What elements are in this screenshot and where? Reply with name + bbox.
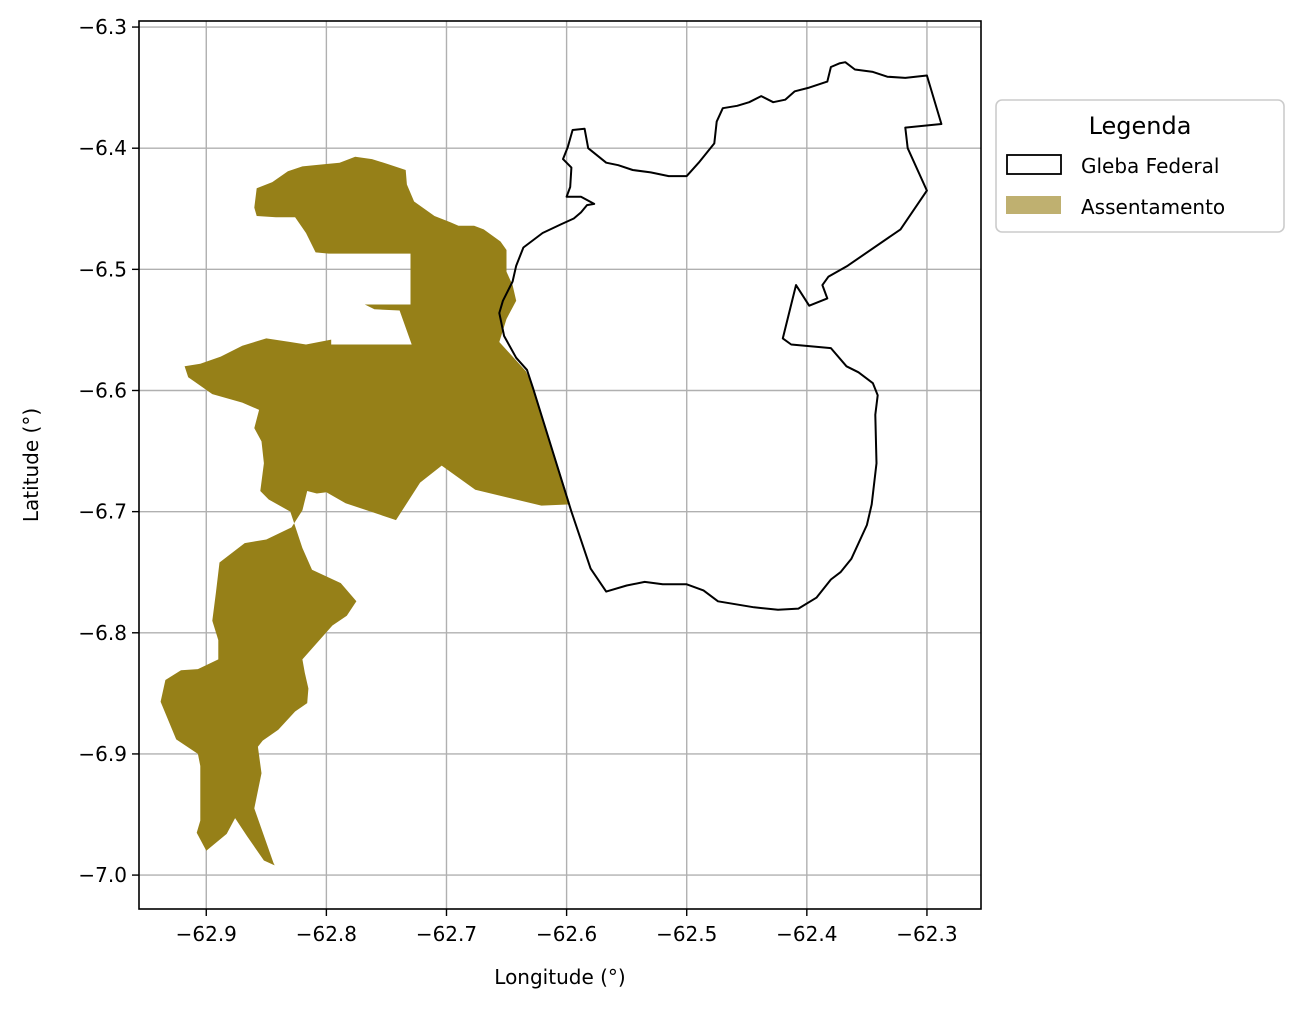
y-tick-label: −6.5 xyxy=(78,257,127,281)
plot-frame xyxy=(138,20,982,910)
x-tick-label: −62.7 xyxy=(416,922,477,946)
legend-swatch-assentamento xyxy=(1006,196,1061,214)
gleba-federal-polygon xyxy=(498,61,943,611)
legend: Legenda Gleba Federal Assentamento xyxy=(995,99,1285,233)
y-tick-label: −6.3 xyxy=(78,15,127,39)
x-tick-label: −62.3 xyxy=(896,922,957,946)
y-tick-label: −6.8 xyxy=(78,621,127,645)
y-tick-label: −6.4 xyxy=(78,136,127,160)
y-tick-label: −6.9 xyxy=(78,742,127,766)
map-layers xyxy=(160,61,943,866)
y-tick-label: −7.0 xyxy=(78,863,127,887)
x-tick-label: −62.4 xyxy=(776,922,837,946)
legend-label-assentamento: Assentamento xyxy=(1081,195,1225,219)
y-axis-title: Latitude (°) xyxy=(19,408,43,522)
axis-ticks: −62.9 −62.8 −62.7 −62.6 −62.5 −62.4 −62.3 −6.3 −… xyxy=(78,15,957,946)
x-tick-label: −62.9 xyxy=(176,922,237,946)
y-tick-label: −6.7 xyxy=(78,500,127,524)
legend-title: Legenda xyxy=(1089,112,1192,140)
x-axis-title: Longitude (°) xyxy=(494,965,625,989)
legend-label-gleba-federal: Gleba Federal xyxy=(1081,154,1219,178)
x-tick-label: −62.5 xyxy=(656,922,717,946)
legend-box xyxy=(995,99,1285,233)
x-tick-label: −62.6 xyxy=(536,922,597,946)
legend-swatch-gleba-federal xyxy=(1006,154,1062,175)
assentamento-polygon xyxy=(160,156,571,866)
y-tick-label: −6.6 xyxy=(78,378,127,402)
x-tick-label: −62.8 xyxy=(296,922,357,946)
